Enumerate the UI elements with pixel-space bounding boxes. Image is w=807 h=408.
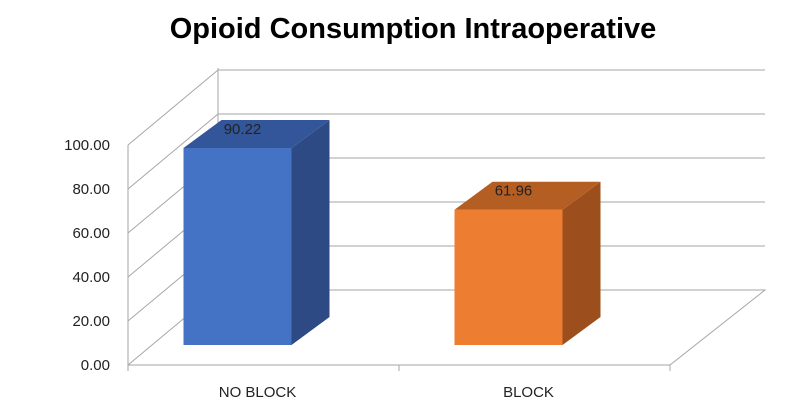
y-tick-label: 20.00 [72,313,110,330]
bar-side [562,181,601,345]
labels: 0.00 20.00 40.00 60.00 80.00 100.00 90.22 NO BL… [64,121,554,401]
data-label: 61.96 [495,183,533,200]
y-tick-label: 100.00 [64,137,110,154]
bar [183,120,330,345]
bars [183,120,601,345]
y-tick-label: 0.00 [81,357,110,374]
bar-side [291,120,330,345]
x-tick-label: BLOCK [503,384,554,401]
data-label: 90.22 [224,121,262,138]
bar-front [183,148,292,345]
y-tick-label: 80.00 [72,181,110,198]
bar-front [454,209,563,345]
y-tick-label: 60.00 [72,225,110,242]
bar-top [454,181,601,210]
chart-title: Opioid Consumption Intraoperative [170,13,657,45]
x-tick-label: NO BLOCK [219,384,297,401]
bar-top [183,120,330,148]
y-tick-label: 40.00 [72,269,110,286]
bar [454,181,601,345]
